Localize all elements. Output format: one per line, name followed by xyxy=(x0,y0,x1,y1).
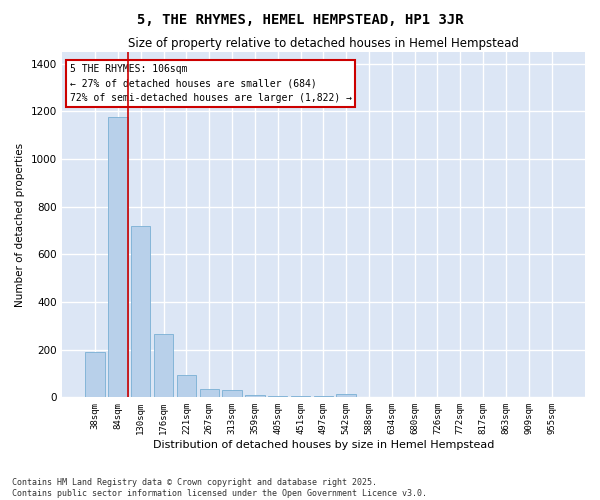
Text: 5 THE RHYMES: 106sqm
← 27% of detached houses are smaller (684)
72% of semi-deta: 5 THE RHYMES: 106sqm ← 27% of detached h… xyxy=(70,64,352,104)
Bar xyxy=(177,374,196,398)
Text: Contains HM Land Registry data © Crown copyright and database right 2025.
Contai: Contains HM Land Registry data © Crown c… xyxy=(12,478,427,498)
Bar xyxy=(268,396,287,398)
Y-axis label: Number of detached properties: Number of detached properties xyxy=(15,142,25,306)
Bar xyxy=(85,352,105,398)
Bar xyxy=(108,117,128,398)
Bar xyxy=(223,390,242,398)
Bar xyxy=(154,334,173,398)
Title: Size of property relative to detached houses in Hemel Hempstead: Size of property relative to detached ho… xyxy=(128,38,519,51)
Bar xyxy=(131,226,151,398)
Bar xyxy=(314,396,333,398)
Bar xyxy=(337,394,356,398)
Bar xyxy=(200,389,219,398)
Bar xyxy=(291,396,310,398)
Text: 5, THE RHYMES, HEMEL HEMPSTEAD, HP1 3JR: 5, THE RHYMES, HEMEL HEMPSTEAD, HP1 3JR xyxy=(137,12,463,26)
Bar xyxy=(245,395,265,398)
X-axis label: Distribution of detached houses by size in Hemel Hempstead: Distribution of detached houses by size … xyxy=(152,440,494,450)
